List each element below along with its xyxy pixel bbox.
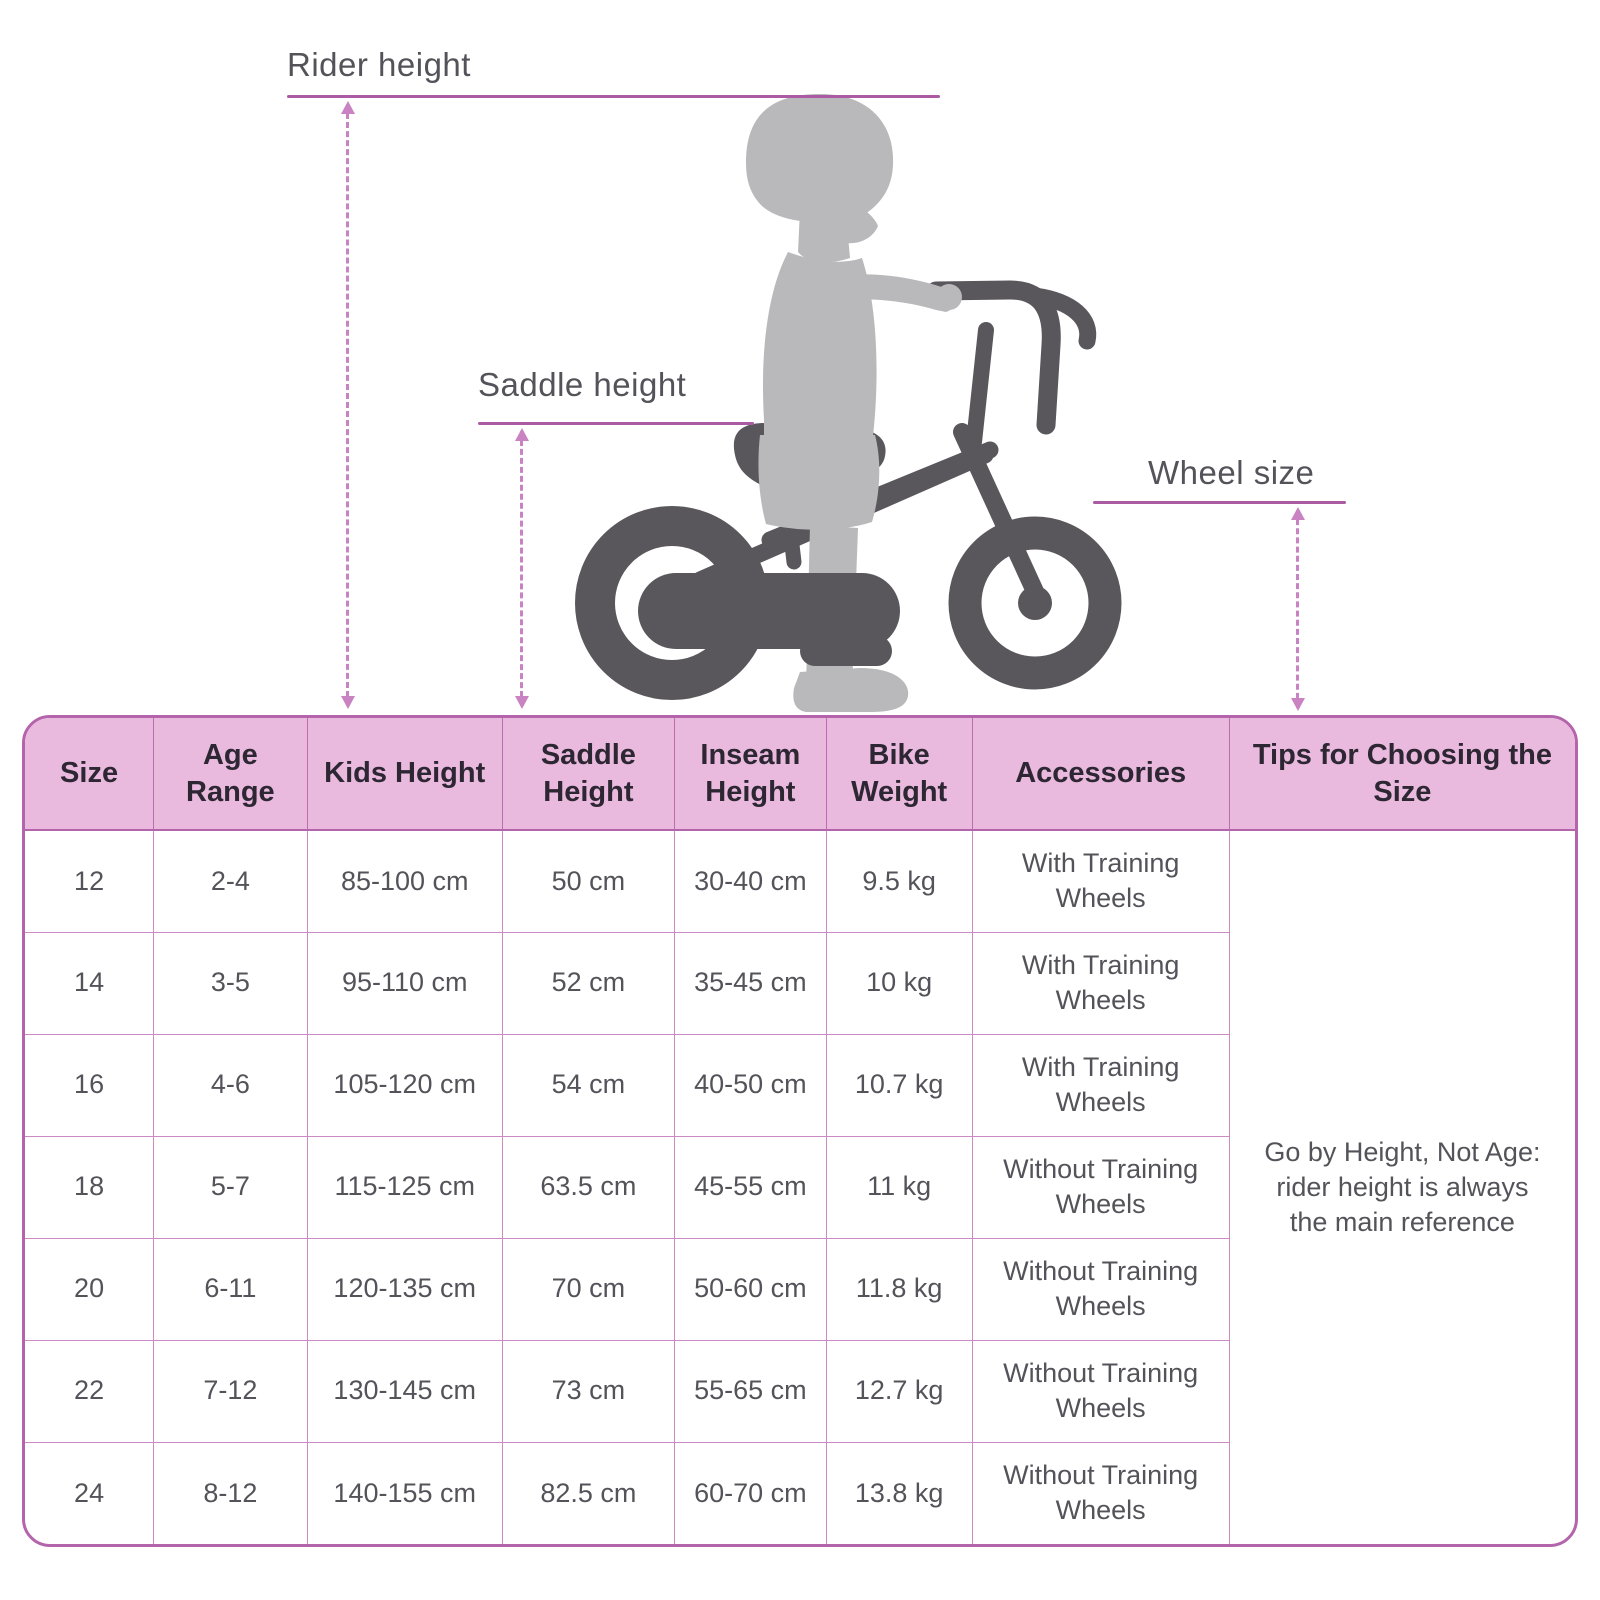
cell-age-range: 4-6 xyxy=(153,1033,308,1137)
col-header-accessories: Accessories xyxy=(971,718,1230,831)
shorts xyxy=(758,435,880,530)
cell-kids-height: 85-100 cm xyxy=(306,829,503,933)
cell-bike-weight: 11.8 kg xyxy=(825,1237,973,1341)
cell-size: 22 xyxy=(25,1339,155,1443)
col-header-kids-height: Kids Height xyxy=(306,718,503,831)
col-header-size: Size xyxy=(25,718,155,831)
front-hub xyxy=(1018,586,1052,620)
cell-accessories: Without Training Wheels xyxy=(971,1441,1230,1544)
cell-tips: Go by Height, Not Age: rider height is a… xyxy=(1228,829,1575,1544)
cell-inseam-height: 60-70 cm xyxy=(673,1441,827,1544)
front-wheel xyxy=(948,516,1122,690)
table-row: 20 6-11 120-135 cm 70 cm 50-60 cm 11.8 k… xyxy=(25,1237,1575,1341)
cell-saddle-height: 54 cm xyxy=(501,1033,675,1137)
cell-accessories: Without Training Wheels xyxy=(971,1237,1230,1341)
cell-kids-height: 140-155 cm xyxy=(306,1441,503,1544)
cell-kids-height: 95-110 cm xyxy=(306,931,503,1035)
rider-height-label: Rider height xyxy=(287,46,471,83)
cell-inseam-height: 50-60 cm xyxy=(673,1237,827,1341)
col-header-bike-weight: Bike Weight xyxy=(825,718,973,831)
neck xyxy=(798,210,850,263)
arm xyxy=(840,274,955,312)
table-row: 22 7-12 130-145 cm 73 cm 55-65 cm 12.7 k… xyxy=(25,1339,1575,1443)
kid-with-bike-illustration xyxy=(575,94,1122,712)
hand xyxy=(936,284,962,310)
cell-saddle-height: 70 cm xyxy=(501,1237,675,1341)
cell-bike-weight: 12.7 kg xyxy=(825,1339,973,1443)
cell-accessories: With Training Wheels xyxy=(971,931,1230,1035)
col-header-inseam-height: Inseam Height xyxy=(673,718,827,831)
cell-bike-weight: 13.8 kg xyxy=(825,1441,973,1544)
cell-saddle-height: 50 cm xyxy=(501,829,675,933)
table-row: 16 4-6 105-120 cm 54 cm 40-50 cm 10.7 kg… xyxy=(25,1033,1575,1137)
cell-age-range: 2-4 xyxy=(153,829,308,933)
cell-kids-height: 115-125 cm xyxy=(306,1135,503,1239)
wheel-size-line xyxy=(1093,501,1346,504)
cell-size: 16 xyxy=(25,1033,155,1137)
cell-size: 20 xyxy=(25,1237,155,1341)
table-row: 18 5-7 115-125 cm 63.5 cm 45-55 cm 11 kg… xyxy=(25,1135,1575,1239)
cell-bike-weight: 9.5 kg xyxy=(825,829,973,933)
cell-inseam-height: 45-55 cm xyxy=(673,1135,827,1239)
shoe xyxy=(793,668,909,712)
cell-bike-weight: 10.7 kg xyxy=(825,1033,973,1137)
cell-saddle-height: 52 cm xyxy=(501,931,675,1035)
chain-guard xyxy=(638,573,900,649)
cell-age-range: 3-5 xyxy=(153,931,308,1035)
col-header-tips: Tips for Choosing the Size xyxy=(1228,718,1575,831)
col-header-age-range: Age Range xyxy=(153,718,308,831)
cell-size: 18 xyxy=(25,1135,155,1239)
rider-height-arrow xyxy=(340,101,355,709)
bike-size-table: Size Age Range Kids Height Saddle Height… xyxy=(25,718,1575,1544)
cell-size: 14 xyxy=(25,931,155,1035)
cell-accessories: With Training Wheels xyxy=(971,829,1230,933)
header-row: Size Age Range Kids Height Saddle Height… xyxy=(25,718,1575,831)
cell-saddle-height: 73 cm xyxy=(501,1339,675,1443)
cell-bike-weight: 10 kg xyxy=(825,931,973,1035)
cell-accessories: With Training Wheels xyxy=(971,1033,1230,1137)
wheel-size-label: Wheel size xyxy=(1148,454,1315,491)
cell-kids-height: 105-120 cm xyxy=(306,1033,503,1137)
cell-bike-weight: 11 kg xyxy=(825,1135,973,1239)
wheel-size-arrow xyxy=(1290,507,1305,711)
helmet xyxy=(746,94,894,223)
cell-age-range: 7-12 xyxy=(153,1339,308,1443)
table-row: 14 3-5 95-110 cm 52 cm 35-45 cm 10 kg Wi… xyxy=(25,931,1575,1035)
saddle-height-arrow xyxy=(514,428,529,709)
table-row: 24 8-12 140-155 cm 82.5 cm 60-70 cm 13.8… xyxy=(25,1441,1575,1544)
cell-saddle-height: 63.5 cm xyxy=(501,1135,675,1239)
cell-size: 12 xyxy=(25,829,155,933)
cell-kids-height: 130-145 cm xyxy=(306,1339,503,1443)
cell-accessories: Without Training Wheels xyxy=(971,1339,1230,1443)
rider-height-line xyxy=(287,95,940,98)
handlebar-curl xyxy=(1026,287,1097,350)
pedal xyxy=(800,636,892,666)
saddle-height-line xyxy=(478,422,754,425)
cell-inseam-height: 35-45 cm xyxy=(673,931,827,1035)
cell-age-range: 8-12 xyxy=(153,1441,308,1544)
cell-accessories: Without Training Wheels xyxy=(971,1135,1230,1239)
cell-age-range: 5-7 xyxy=(153,1135,308,1239)
cell-kids-height: 120-135 cm xyxy=(306,1237,503,1341)
front-fork xyxy=(953,423,1047,607)
size-guide-diagram: Rider height Saddle height Wheel size xyxy=(0,0,1600,715)
cell-inseam-height: 30-40 cm xyxy=(673,829,827,933)
handlebar xyxy=(926,280,1061,435)
saddle-height-label: Saddle height xyxy=(478,366,687,403)
cell-inseam-height: 40-50 cm xyxy=(673,1033,827,1137)
cell-saddle-height: 82.5 cm xyxy=(501,1441,675,1544)
cell-inseam-height: 55-65 cm xyxy=(673,1339,827,1443)
cell-size: 24 xyxy=(25,1441,155,1544)
torso xyxy=(763,252,877,445)
bike-size-table-container: Size Age Range Kids Height Saddle Height… xyxy=(22,715,1578,1547)
cell-age-range: 6-11 xyxy=(153,1237,308,1341)
stem xyxy=(966,322,994,450)
table-row: 12 2-4 85-100 cm 50 cm 30-40 cm 9.5 kg W… xyxy=(25,829,1575,1544)
col-header-saddle-height: Saddle Height xyxy=(501,718,675,831)
